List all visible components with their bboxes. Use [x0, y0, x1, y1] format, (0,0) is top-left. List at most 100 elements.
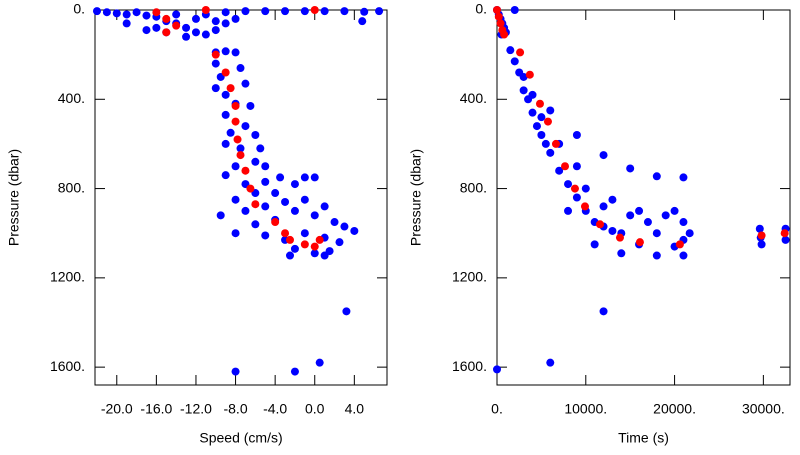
x-tick-label: 0.0: [305, 401, 325, 417]
point: [231, 14, 240, 23]
point: [211, 84, 220, 93]
y-tick-label: 0.: [73, 1, 85, 17]
point: [537, 113, 546, 122]
point: [211, 50, 220, 59]
point: [494, 12, 503, 21]
point: [211, 59, 220, 68]
point: [211, 26, 220, 35]
y-tick-label: 1200.: [50, 269, 85, 285]
x-tick-label: -12.0: [180, 401, 212, 417]
point: [310, 242, 319, 251]
point: [781, 235, 790, 244]
point: [231, 367, 240, 376]
point: [335, 238, 344, 247]
point: [261, 202, 270, 211]
x-tick-label: 10000.: [564, 401, 607, 417]
point: [241, 166, 250, 175]
point: [201, 30, 210, 39]
point: [635, 206, 644, 215]
point: [599, 151, 608, 160]
point: [300, 7, 309, 16]
point: [300, 195, 309, 204]
point: [608, 195, 617, 204]
point: [320, 202, 329, 211]
point: [236, 144, 245, 153]
point: [221, 139, 230, 148]
point: [581, 184, 590, 193]
point: [122, 19, 131, 28]
point: [652, 172, 661, 181]
point: [599, 307, 608, 316]
point: [271, 218, 280, 227]
point: [236, 64, 245, 73]
point: [757, 231, 766, 240]
point: [241, 206, 250, 215]
point: [626, 211, 635, 220]
point: [532, 122, 541, 131]
point: [580, 202, 589, 211]
point: [162, 28, 171, 37]
point: [281, 197, 290, 206]
x-tick-label: 4.0: [345, 401, 365, 417]
point: [142, 26, 151, 35]
point: [564, 206, 573, 215]
point: [132, 8, 141, 17]
point: [221, 19, 230, 28]
point: [375, 7, 384, 16]
point: [122, 10, 131, 19]
point: [543, 117, 552, 126]
point: [221, 171, 230, 180]
point: [285, 235, 294, 244]
y-tick-label: 1600.: [452, 358, 487, 374]
point: [670, 206, 679, 215]
point: [685, 229, 694, 238]
point: [285, 251, 294, 260]
point: [310, 249, 319, 258]
point: [330, 218, 339, 227]
x-tick-label: -20.0: [101, 401, 133, 417]
point: [182, 32, 191, 41]
y-tick-label: 1200.: [452, 269, 487, 285]
point: [261, 177, 270, 186]
point: [519, 86, 528, 95]
x-axis-label: Time (s): [618, 430, 669, 446]
y-tick-label: 800.: [58, 179, 85, 195]
point: [320, 251, 329, 260]
x-axis-label: Speed (cm/s): [199, 430, 282, 446]
point: [572, 193, 581, 202]
point: [608, 226, 617, 235]
point: [231, 162, 240, 171]
x-tick-label: 20000.: [653, 401, 696, 417]
point: [519, 72, 528, 81]
point: [162, 14, 171, 23]
point: [172, 10, 181, 19]
point: [780, 229, 789, 238]
point: [246, 184, 255, 193]
point: [510, 57, 519, 66]
point: [182, 23, 191, 32]
point: [340, 222, 349, 231]
plot-frame: [496, 9, 791, 386]
point: [679, 218, 688, 227]
point: [251, 157, 260, 166]
point: [251, 220, 260, 229]
point: [572, 131, 581, 139]
point: [315, 358, 324, 367]
point: [310, 173, 319, 182]
point: [231, 101, 240, 110]
point: [221, 8, 230, 17]
point: [300, 173, 309, 182]
y-tick-label: 800.: [460, 179, 487, 195]
point: [572, 162, 581, 171]
point: [231, 195, 240, 204]
point: [635, 238, 644, 247]
point: [281, 7, 290, 16]
x-tick-label: -4.0: [263, 401, 287, 417]
point: [236, 151, 245, 160]
point: [142, 11, 151, 20]
point: [251, 200, 260, 209]
y-tick-label: 1600.: [50, 358, 85, 374]
point: [590, 240, 599, 249]
point: [241, 122, 250, 131]
